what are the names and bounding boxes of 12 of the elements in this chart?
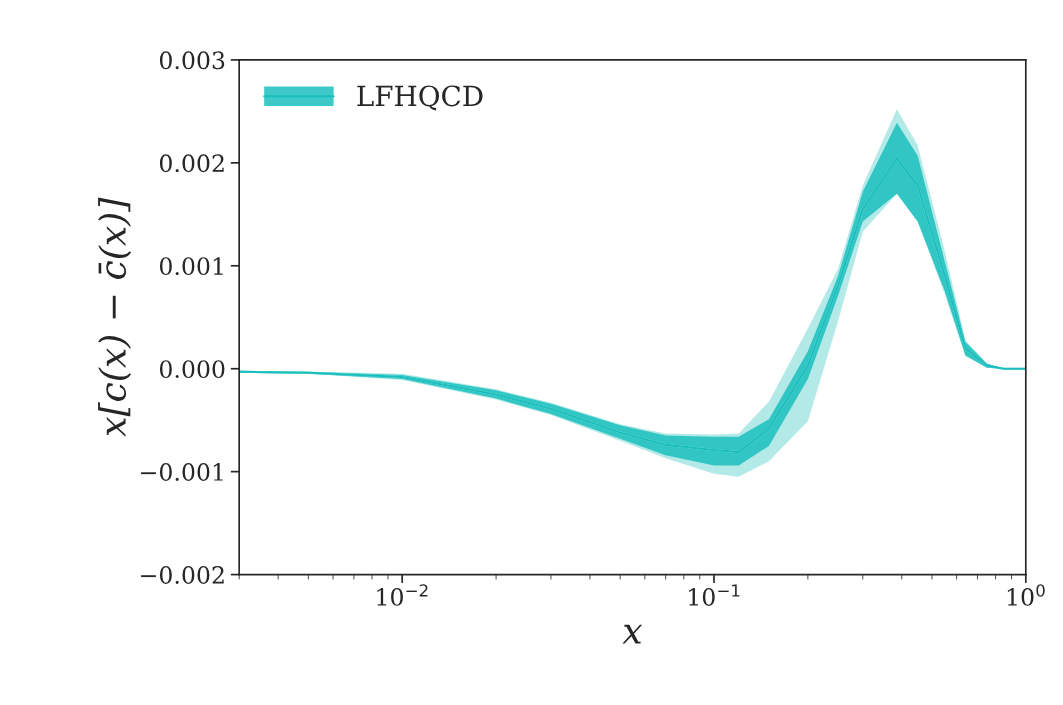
x-axis-title: x: [622, 624, 643, 644]
legend-label: LFHQCD: [357, 85, 483, 111]
y-tick-label: 0.003: [159, 51, 225, 70]
y-tick-label: 0.002: [159, 154, 224, 173]
y-tick-label: −0.002: [141, 566, 224, 584]
y-tick-label: 0.000: [159, 360, 225, 379]
x-tick-label: 10$^{−2}$: [377, 584, 428, 606]
y-axis-title: x[c(x) − c̄(x)]: [98, 197, 132, 437]
x-tick-label: 10$^{0}$: [1007, 584, 1045, 606]
y-tick-label: 0.001: [159, 257, 223, 276]
x-tick-label: 10$^{−1}$: [689, 584, 740, 606]
y-tick-label: −0.001: [141, 463, 223, 481]
